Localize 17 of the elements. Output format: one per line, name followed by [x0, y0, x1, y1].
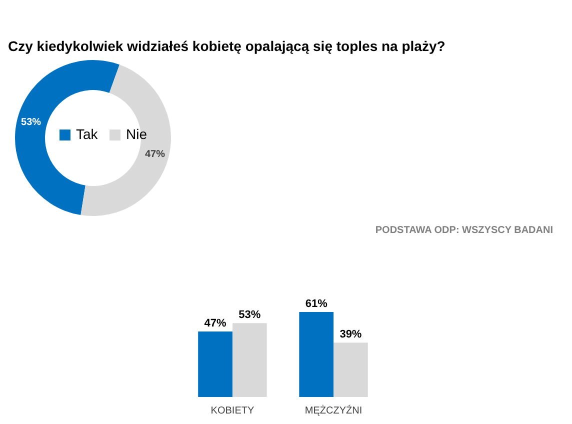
text: Czy kiedykolwiek widziałeś kobietę opalającą się toples na plaży?: [8, 38, 446, 54]
data-label: 47%: [144, 149, 166, 160]
bar: [198, 332, 232, 397]
bar: [334, 342, 368, 397]
bar: [232, 323, 267, 397]
data-label: 61%: [305, 298, 328, 310]
text: PODSTAWA ODP: WSZYSCY BADANI: [375, 225, 554, 236]
data-label: 53%: [238, 309, 261, 322]
x-tick-label: MĘŻCZYŹNI: [304, 404, 362, 416]
x-tick-label: KOBIETY: [210, 406, 254, 416]
data-label: 53%: [21, 117, 42, 128]
legend-label: Nie: [126, 126, 148, 142]
donut-slice: [15, 60, 120, 216]
data-label: 47%: [204, 318, 227, 330]
legend-label: Tak: [76, 126, 99, 142]
bar: [299, 312, 334, 397]
data-label: 39%: [340, 328, 362, 341]
